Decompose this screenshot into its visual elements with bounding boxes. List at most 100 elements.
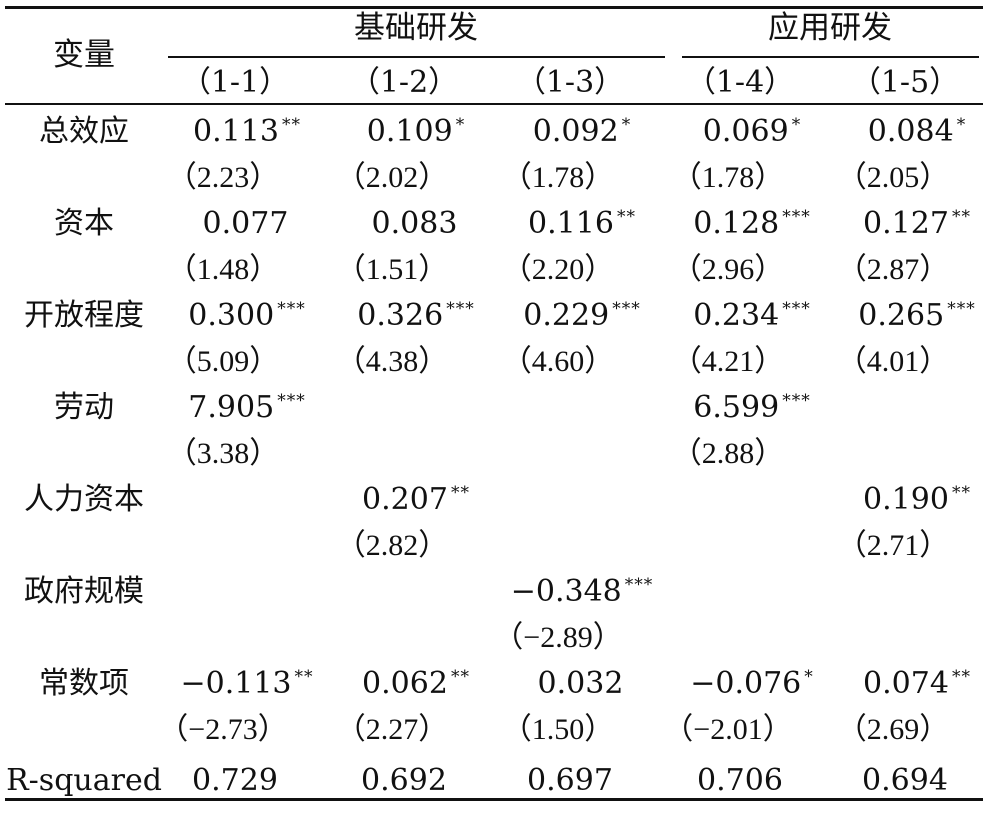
row-label: 总效应 xyxy=(39,114,129,149)
coefficient-value: 0.109 xyxy=(366,114,453,149)
significance-stars: ** xyxy=(294,667,314,687)
coefficient-cell: 0.265 *** xyxy=(858,301,975,331)
significance-stars: *** xyxy=(624,575,654,595)
coefficient-cell: 0.234 *** xyxy=(693,301,810,331)
significance-stars: ** xyxy=(450,667,470,687)
coefficient-cell: 6.599 *** xyxy=(693,393,810,423)
t-stat-cell: （2.27） xyxy=(335,713,449,746)
t-stat-cell: （4.60） xyxy=(501,345,615,378)
coefficient-cell: 0.127 ** xyxy=(863,209,971,239)
row-label: 政府规模 xyxy=(24,574,144,609)
coefficient-cell: −0.348 *** xyxy=(511,577,654,607)
group-rule-1 xyxy=(168,56,665,58)
r-squared-value: 0.706 xyxy=(697,763,783,798)
coefficient-value: 0.074 xyxy=(863,666,949,701)
t-stat-cell: （2.05） xyxy=(836,161,950,194)
coefficient-value: 0.069 xyxy=(702,114,789,149)
coefficient-cell: 0.116 ** xyxy=(528,209,636,239)
t-stat-cell: （4.38） xyxy=(335,345,449,378)
coefficient-value: 0.032 xyxy=(537,666,624,701)
coefficient-cell: 0.074 ** xyxy=(863,669,971,699)
t-stat-cell: （2.20） xyxy=(501,253,615,286)
header-rule xyxy=(5,103,983,105)
t-stat-cell: （4.21） xyxy=(671,345,785,378)
column-header: （1-5） xyxy=(850,65,960,100)
group-header: 基础研发 xyxy=(354,10,478,46)
stub-header: 变量 xyxy=(53,37,115,73)
coefficient-cell: 0.092 * xyxy=(533,117,631,147)
coefficient-value: 6.599 xyxy=(693,390,780,425)
significance-stars: * xyxy=(455,115,466,135)
significance-stars: ** xyxy=(951,483,971,503)
coefficient-cell: 0.084 * xyxy=(868,117,966,147)
t-stat-cell: （2.71） xyxy=(836,529,950,562)
coefficient-cell: 0.113 ** xyxy=(193,117,301,147)
significance-stars: *** xyxy=(277,299,306,319)
column-header: （1-3） xyxy=(515,65,625,100)
significance-stars: *** xyxy=(782,299,811,319)
t-stat-cell: （−2.73） xyxy=(158,713,288,746)
significance-stars: * xyxy=(621,115,632,135)
coefficient-value: 0.229 xyxy=(523,298,610,333)
coefficient-value: 0.128 xyxy=(693,206,780,241)
group-rule-2 xyxy=(682,56,979,58)
significance-stars: ** xyxy=(616,207,636,227)
row-label: 劳动 xyxy=(54,390,114,425)
t-stat-cell: （2.96） xyxy=(671,253,785,286)
coefficient-value: 0.116 xyxy=(528,206,614,241)
t-stat-cell: （−2.01） xyxy=(663,713,793,746)
coefficient-cell: 0.062 ** xyxy=(362,669,470,699)
t-stat-cell: （−2.89） xyxy=(493,621,623,654)
t-stat-cell: （3.38） xyxy=(166,437,280,470)
coefficient-value: 0.092 xyxy=(532,114,619,149)
significance-stars: ** xyxy=(951,207,971,227)
coefficient-cell: 0.077 xyxy=(203,209,292,239)
t-stat-cell: （2.23） xyxy=(166,161,280,194)
r-squared-label: R-squared xyxy=(6,763,162,798)
coefficient-value: 0.127 xyxy=(863,206,949,241)
significance-stars: *** xyxy=(612,299,641,319)
significance-stars: *** xyxy=(446,299,475,319)
significance-stars: * xyxy=(956,115,967,135)
coefficient-value: −0.076 xyxy=(690,666,802,701)
coefficient-value: 0.113 xyxy=(193,114,279,149)
coefficient-value: 0.265 xyxy=(858,298,945,333)
r-squared-value: 0.694 xyxy=(862,763,948,798)
significance-stars: *** xyxy=(947,299,976,319)
t-stat-cell: （1.78） xyxy=(671,161,785,194)
row-label: 人力资本 xyxy=(24,482,144,517)
coefficient-cell: 0.069 * xyxy=(703,117,801,147)
significance-stars: ** xyxy=(951,667,971,687)
t-stat-cell: （1.48） xyxy=(166,253,280,286)
coefficient-value: 0.326 xyxy=(357,298,444,333)
t-stat-cell: （2.02） xyxy=(335,161,449,194)
t-stat-cell: （2.82） xyxy=(335,529,449,562)
coefficient-cell: 0.032 xyxy=(538,669,627,699)
row-label: 资本 xyxy=(54,206,114,241)
column-header: （1-2） xyxy=(349,65,459,100)
coefficient-cell: −0.113 ** xyxy=(180,669,313,699)
t-stat-cell: （2.69） xyxy=(836,713,950,746)
r-squared-value: 0.729 xyxy=(192,763,278,798)
coefficient-value: 0.062 xyxy=(362,666,448,701)
significance-stars: ** xyxy=(281,115,301,135)
coefficient-cell: 0.326 *** xyxy=(357,301,474,331)
significance-stars: *** xyxy=(782,207,811,227)
coefficient-value: −0.113 xyxy=(180,666,292,701)
column-header: （1-4） xyxy=(685,65,795,100)
coefficient-cell: 0.207 ** xyxy=(362,485,470,515)
t-stat-cell: （1.50） xyxy=(501,713,615,746)
row-label: 常数项 xyxy=(39,666,129,701)
coefficient-cell: 0.109 * xyxy=(367,117,465,147)
significance-stars: * xyxy=(804,667,814,687)
coefficient-value: 0.077 xyxy=(202,206,289,241)
significance-stars: ** xyxy=(450,483,470,503)
t-stat-cell: （1.51） xyxy=(335,253,449,286)
coefficient-cell: 0.128 *** xyxy=(693,209,810,239)
coefficient-value: 0.207 xyxy=(362,482,448,517)
coefficient-cell: 0.083 xyxy=(372,209,461,239)
significance-stars: *** xyxy=(277,391,306,411)
coefficient-cell: −0.076 * xyxy=(690,669,814,699)
coefficient-value: 0.084 xyxy=(867,114,954,149)
significance-stars: * xyxy=(791,115,802,135)
